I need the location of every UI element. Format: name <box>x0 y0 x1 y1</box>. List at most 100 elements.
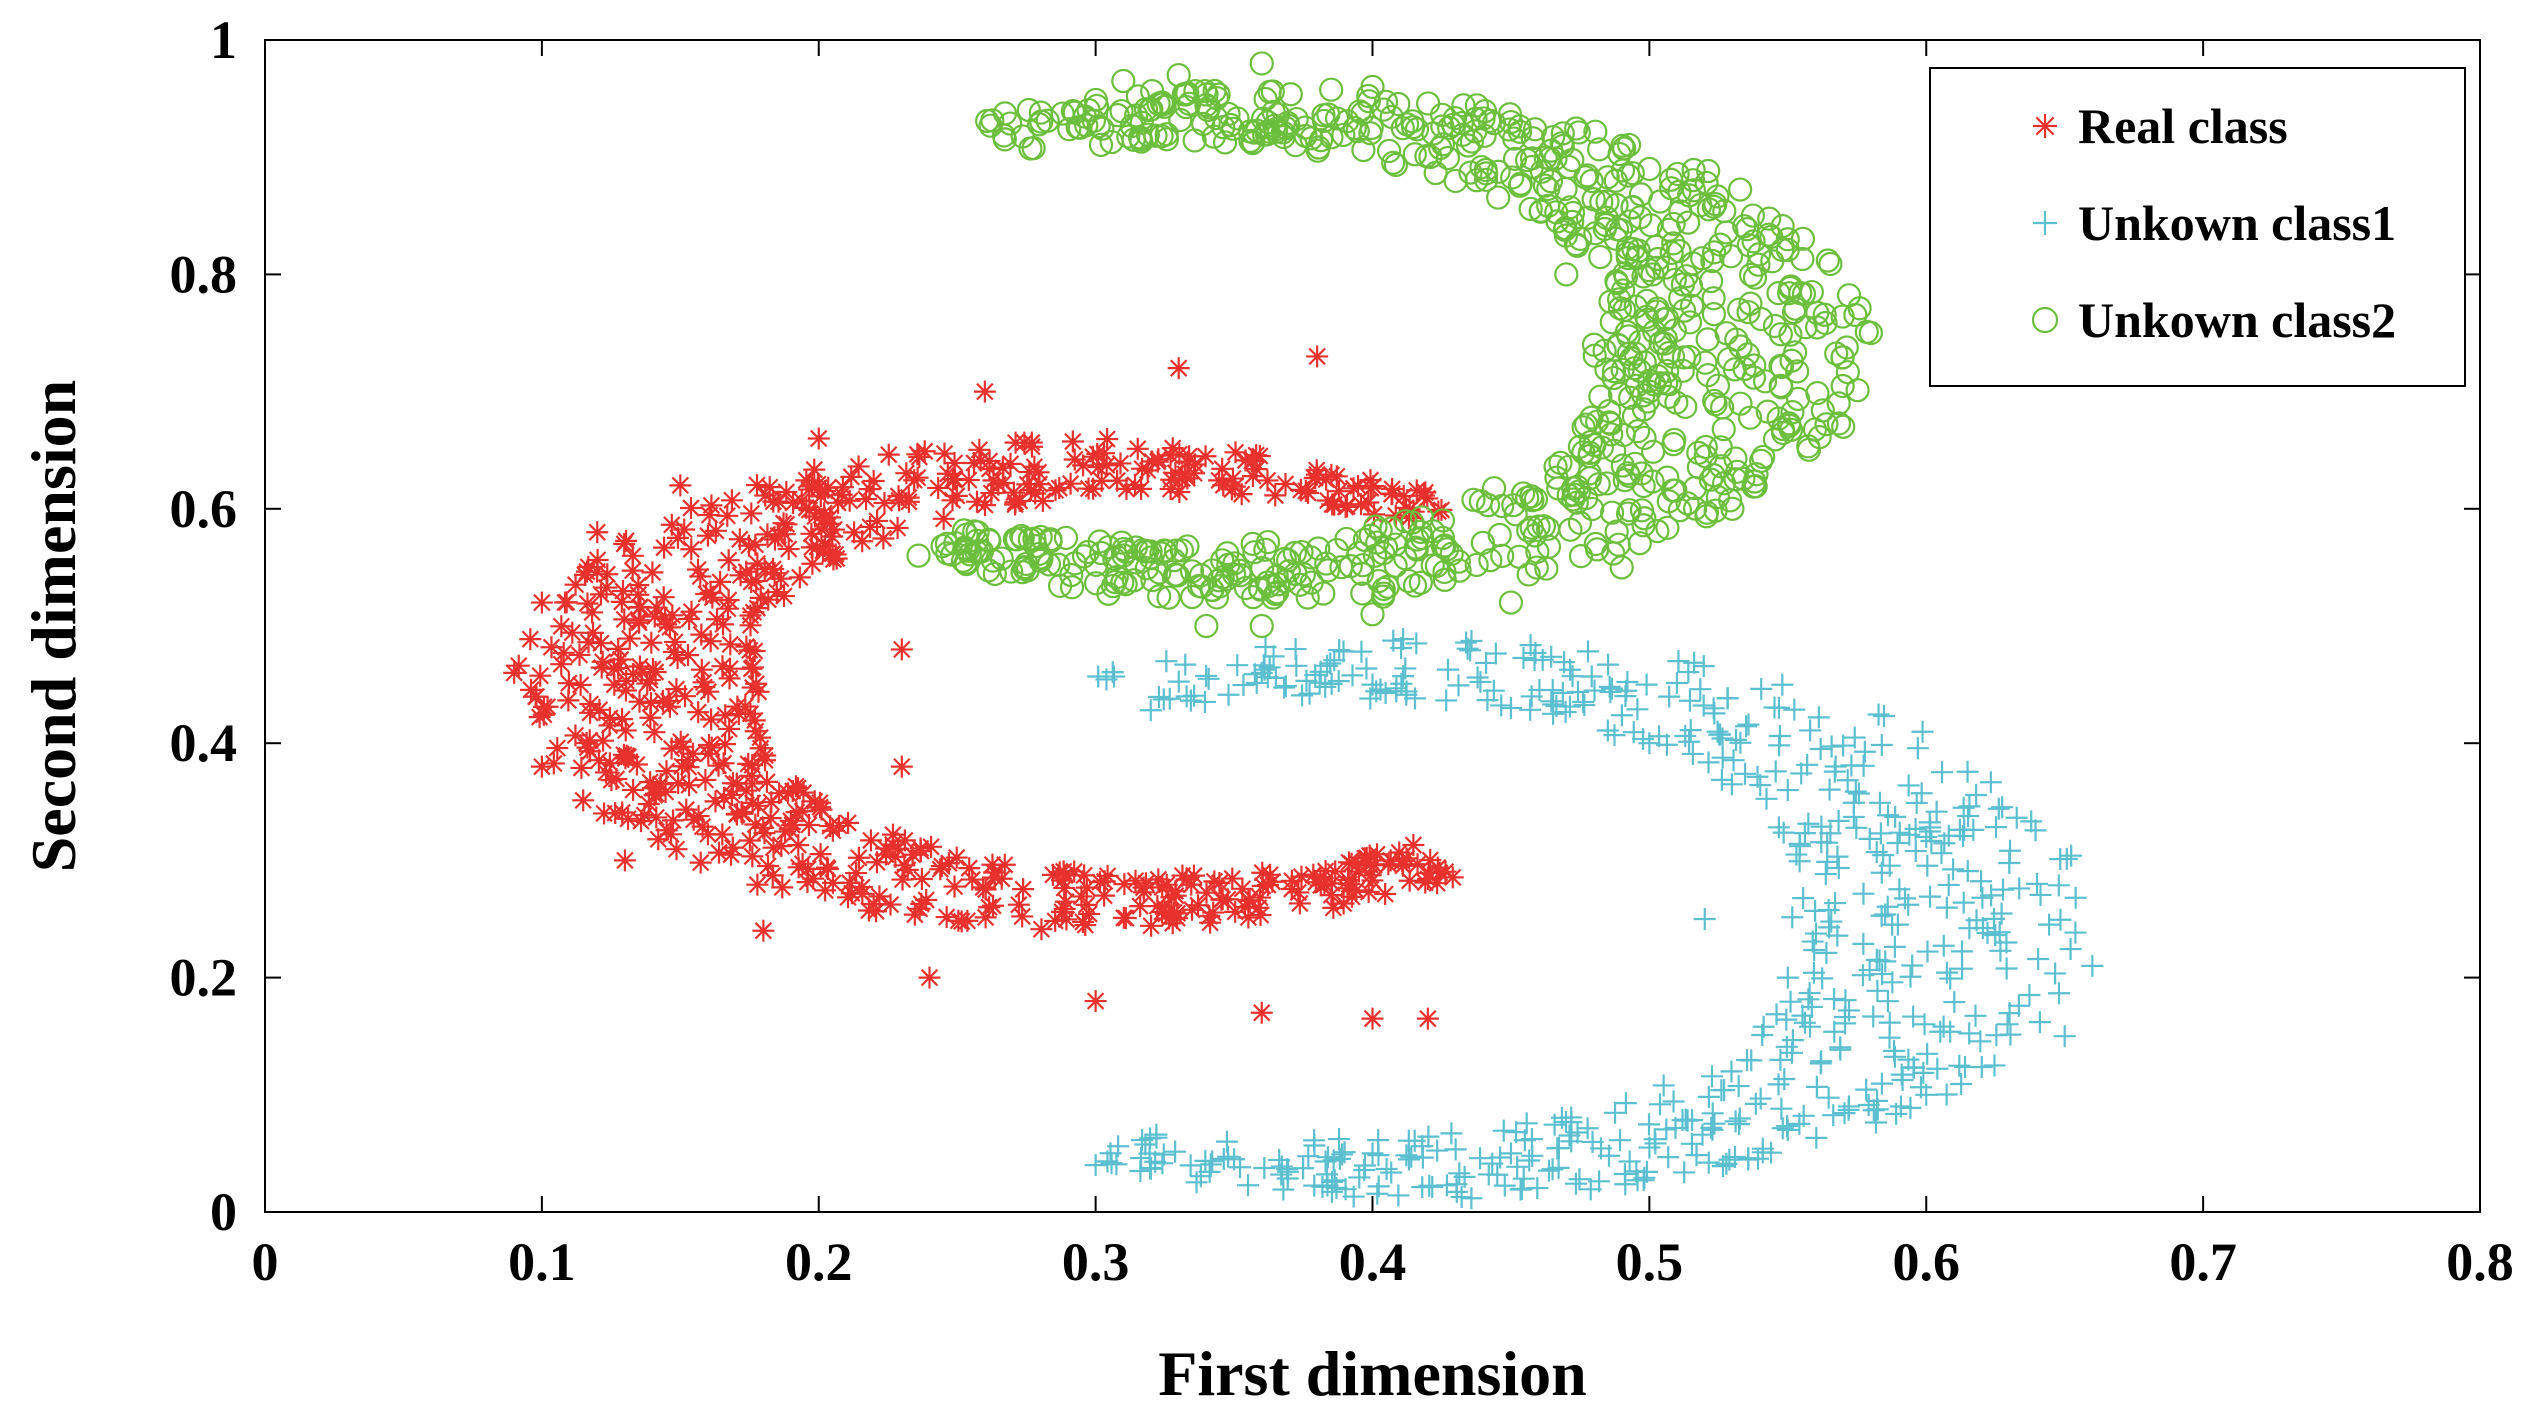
data-point <box>1637 156 1662 182</box>
data-point <box>1470 530 1495 555</box>
data-point <box>1391 854 1414 877</box>
data-point <box>734 695 757 718</box>
legend-marker-glyph <box>2031 306 2059 334</box>
data-point <box>819 815 842 838</box>
data-point <box>1800 995 1823 1018</box>
data-point <box>1050 101 1075 126</box>
data-point <box>1956 760 1979 783</box>
data-point <box>1501 493 1526 518</box>
data-point <box>1250 661 1273 684</box>
data-point <box>1571 440 1596 465</box>
data-point <box>667 772 690 795</box>
data-point <box>1306 345 1329 368</box>
data-point <box>658 695 681 718</box>
data-point <box>1689 678 1712 701</box>
data-point <box>1768 353 1793 379</box>
data-point <box>1214 567 1239 592</box>
data-point <box>1295 669 1318 692</box>
data-point <box>1440 1122 1463 1145</box>
data-point <box>1711 1155 1734 1178</box>
data-point <box>1612 297 1637 323</box>
data-point <box>720 489 743 512</box>
data-point <box>1406 853 1429 876</box>
data-point <box>1793 822 1816 845</box>
data-point <box>1788 280 1813 306</box>
data-point <box>1803 939 1826 962</box>
data-point <box>1498 590 1524 615</box>
data-point <box>978 113 1003 138</box>
data-point <box>1871 963 1894 986</box>
data-point <box>1711 746 1734 769</box>
data-point <box>1748 306 1774 332</box>
data-point <box>1012 878 1035 901</box>
data-point <box>1567 479 1592 504</box>
x-axis-title: First dimension <box>1158 1338 1586 1409</box>
data-point <box>570 756 593 779</box>
data-point <box>1870 734 1893 757</box>
data-point <box>1278 82 1303 107</box>
data-point <box>1837 1098 1860 1121</box>
data-point <box>1816 831 1839 854</box>
data-point <box>572 789 595 812</box>
data-point <box>1916 854 1939 877</box>
data-point <box>1410 525 1435 551</box>
data-point <box>973 380 996 403</box>
data-point <box>1132 876 1155 899</box>
data-point <box>1053 525 1079 551</box>
data-point <box>1456 637 1479 660</box>
data-point <box>1237 1174 1260 1197</box>
data-point <box>1292 1157 1315 1180</box>
data-point <box>1251 861 1274 884</box>
data-point <box>1211 115 1236 140</box>
data-point <box>1674 264 1699 289</box>
data-point <box>1004 431 1027 454</box>
data-point <box>1701 302 1726 327</box>
data-point <box>669 474 692 497</box>
data-point <box>1844 780 1867 803</box>
data-point <box>1526 514 1551 539</box>
data-point <box>1990 902 2013 925</box>
data-point <box>1396 568 1421 594</box>
data-point <box>1667 239 1692 264</box>
data-point <box>1550 121 1575 146</box>
data-point <box>1577 443 1602 469</box>
data-point <box>1167 357 1190 380</box>
data-point <box>1140 914 1163 937</box>
data-point <box>1958 1022 1981 1045</box>
data-point <box>918 966 941 989</box>
data-point <box>589 583 612 606</box>
data-point <box>1475 493 1501 518</box>
data-point <box>1303 1134 1326 1157</box>
data-point <box>1679 719 1702 742</box>
data-point <box>1448 1162 1471 1185</box>
data-point <box>639 706 662 729</box>
data-point <box>756 523 779 546</box>
data-point <box>717 549 740 572</box>
data-point <box>1599 500 1625 525</box>
data-point <box>1790 762 1813 785</box>
data-point <box>1894 887 1917 910</box>
data-point <box>1261 585 1286 610</box>
data-point <box>1332 640 1355 663</box>
data-point <box>1551 681 1574 704</box>
data-point <box>1004 527 1030 552</box>
data-point <box>1060 98 1085 124</box>
data-point <box>1725 459 1750 484</box>
data-point <box>1616 670 1639 693</box>
data-point <box>582 621 605 644</box>
ticks-layer <box>264 39 2481 1213</box>
data-point <box>1641 439 1666 464</box>
data-point <box>935 906 958 929</box>
data-point <box>698 504 721 527</box>
data-point <box>782 491 805 514</box>
data-point <box>1404 117 1430 142</box>
data-point <box>1807 424 1832 450</box>
data-point <box>1096 428 1119 451</box>
data-point <box>1692 655 1715 678</box>
data-point <box>1328 1128 1351 1151</box>
data-point <box>644 660 667 683</box>
data-point <box>1799 719 1822 742</box>
data-point <box>1816 850 1839 873</box>
data-point <box>1398 1148 1421 1171</box>
data-point <box>1557 195 1583 220</box>
